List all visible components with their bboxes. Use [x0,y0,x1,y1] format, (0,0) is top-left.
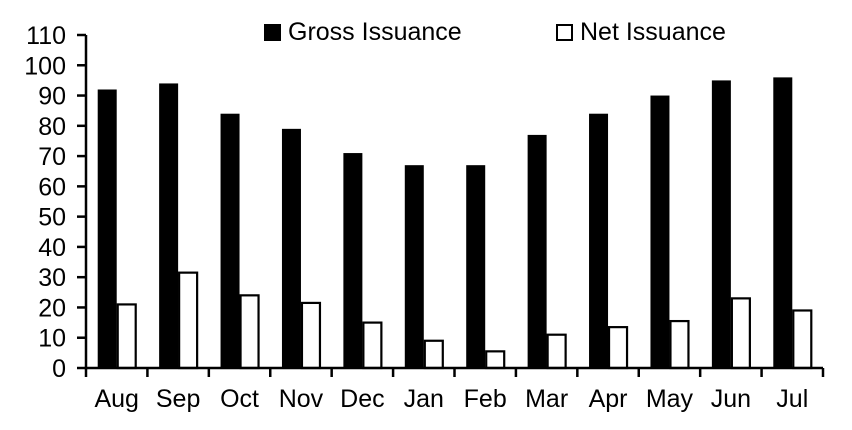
bar-net-Jul [792,309,813,370]
bar-gross-Mar [527,134,547,368]
x-tick-label-dec: Dec [340,385,384,413]
net-issuance-legend-label: Net Issuance [580,18,726,46]
bar-gross-Feb [466,165,486,368]
bar-gross-Sep [159,83,179,368]
bar-net-Jan [423,339,444,370]
bar-net-Aug [116,303,137,370]
y-tick-label: 20 [38,294,66,322]
bar-gross-Oct [220,113,240,368]
x-tick-label-feb: Feb [464,385,507,413]
x-tick-label-aug: Aug [94,385,138,413]
x-tick-label-apr: Apr [589,385,628,413]
y-tick-label: 0 [52,355,66,383]
bar-gross-Aug [97,89,117,368]
bar-net-Nov [300,301,322,370]
bar-gross-May [650,95,670,368]
bar-net-Sep [178,271,199,370]
bar-gross-Jan [404,165,424,368]
bar-net-Mar [546,333,567,370]
legend-item-gross-issuance: Gross Issuance [264,20,462,45]
y-tick-label: 70 [38,143,66,171]
legend-item-net-issuance: Net Issuance [556,20,726,45]
x-tick-label-jan: Jan [404,385,444,413]
bar-gross-Jun [711,80,731,368]
y-tick-label: 80 [38,113,66,141]
y-tick-label: 50 [38,204,66,232]
x-tick-label-may: May [646,385,694,413]
x-tick-label-oct: Oct [220,385,259,413]
gross-issuance-legend-label: Gross Issuance [288,18,462,46]
y-tick-label: 100 [24,52,66,80]
x-tick-label-jul: Jul [776,385,808,413]
y-tick-label: 10 [38,325,66,353]
bar-net-Jun [730,297,751,370]
gross-issuance-swatch-icon [264,24,281,41]
bar-net-Apr [607,326,629,370]
x-tick-label-sep: Sep [156,385,200,413]
bar-net-Dec [362,321,383,370]
net-issuance-swatch-icon [556,24,573,41]
x-tick-label-nov: Nov [279,385,324,413]
y-tick-label: 40 [38,234,66,262]
y-tick-label: 90 [38,83,66,111]
bar-gross-Nov [281,128,301,368]
y-tick-label: 110 [26,22,66,50]
bar-gross-Dec [343,153,363,368]
x-tick-label-jun: Jun [711,385,751,413]
bar-net-Feb [485,350,506,370]
y-tick-label: 60 [38,173,66,201]
bar-gross-Jul [773,77,793,368]
bar-net-Oct [239,294,260,370]
y-tick-label: 30 [38,264,66,292]
bar-net-May [669,319,690,370]
bar-gross-Apr [589,113,609,368]
x-tick-label-mar: Mar [525,385,568,413]
